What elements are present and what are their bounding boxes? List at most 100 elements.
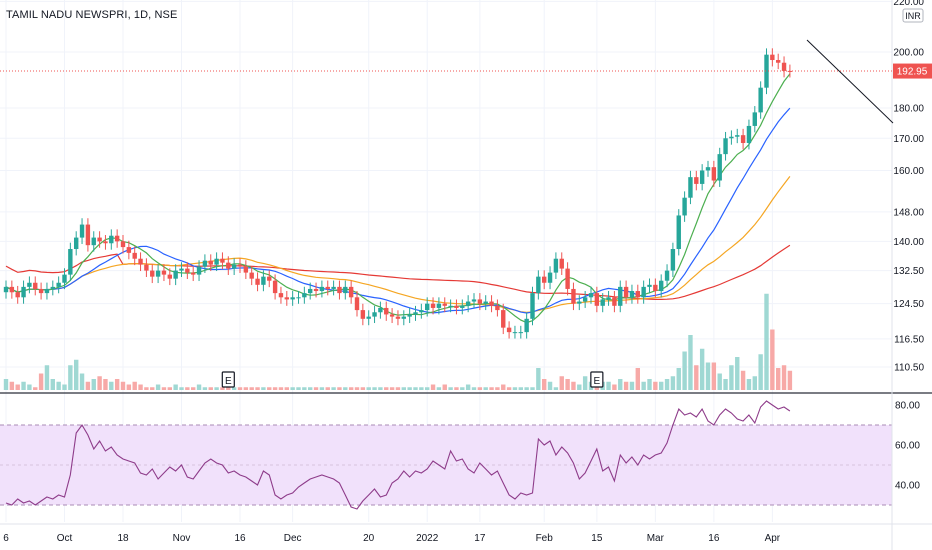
candle-body bbox=[758, 87, 763, 113]
price-tick-label: 200.00 bbox=[893, 48, 924, 59]
candle-body bbox=[653, 284, 658, 292]
candle-body bbox=[255, 278, 260, 285]
candle-body bbox=[776, 60, 781, 63]
trend-line bbox=[806, 39, 894, 124]
volume-bar bbox=[565, 379, 570, 390]
volume-bar bbox=[56, 381, 61, 390]
candle-body bbox=[378, 307, 383, 313]
last-price-tag bbox=[893, 63, 932, 79]
volume-bar bbox=[571, 381, 576, 390]
volume-bar bbox=[413, 387, 418, 390]
volume-bar bbox=[27, 384, 32, 390]
candle-body bbox=[454, 305, 459, 308]
volume-bar bbox=[372, 387, 377, 390]
candle-body bbox=[114, 235, 120, 242]
candle-body bbox=[489, 301, 494, 306]
candle-body bbox=[705, 167, 711, 171]
candle-body bbox=[272, 280, 278, 294]
volume-bar bbox=[179, 387, 184, 390]
candle-body bbox=[302, 293, 307, 298]
candle-body bbox=[752, 112, 757, 126]
candle-body bbox=[629, 291, 635, 298]
candle-body bbox=[261, 276, 266, 285]
volume-bar bbox=[33, 387, 38, 390]
candle-body bbox=[179, 268, 184, 271]
time-tick-label: Oct bbox=[57, 533, 73, 544]
candle-body bbox=[530, 293, 535, 319]
volume-bar bbox=[150, 387, 155, 390]
volume-bar bbox=[261, 387, 266, 390]
candle-body bbox=[343, 286, 348, 294]
volume-bar bbox=[705, 362, 711, 390]
volume-bar bbox=[401, 387, 406, 390]
candle-body bbox=[313, 288, 319, 292]
candle-body bbox=[319, 286, 325, 292]
volume-bar bbox=[495, 387, 500, 390]
candle-body bbox=[682, 197, 687, 216]
volume-bar bbox=[670, 376, 676, 390]
candle-body bbox=[688, 177, 693, 198]
volume-bar bbox=[776, 368, 781, 390]
volume-bar bbox=[454, 387, 459, 390]
volume-bar bbox=[74, 359, 79, 390]
volume-bar bbox=[68, 365, 73, 390]
volume-bar bbox=[606, 381, 611, 390]
price-tick-label: 170.00 bbox=[893, 134, 924, 145]
volume-bar bbox=[694, 365, 699, 390]
volume-bar bbox=[489, 387, 494, 390]
volume-bar bbox=[337, 387, 342, 390]
volume-bar bbox=[717, 373, 722, 390]
candle-body bbox=[676, 215, 681, 250]
volume-bar bbox=[723, 379, 728, 390]
volume-bar bbox=[664, 379, 670, 390]
chart-title: TAMIL NADU NEWSPRI, 1D, NSE bbox=[6, 9, 178, 21]
volume-bar bbox=[237, 387, 243, 390]
volume-bar bbox=[460, 387, 465, 390]
volume-bar bbox=[442, 384, 447, 390]
candle-body bbox=[559, 258, 564, 269]
volume-bar bbox=[758, 354, 763, 390]
candle-body bbox=[109, 235, 114, 244]
volume-bar bbox=[448, 387, 453, 390]
volume-bar bbox=[325, 387, 330, 390]
volume-bar bbox=[419, 387, 424, 390]
earnings-marker bbox=[221, 371, 235, 388]
volume-bar bbox=[50, 379, 55, 390]
volume-bar bbox=[132, 381, 137, 390]
candle-body bbox=[144, 264, 149, 271]
candle-body bbox=[337, 286, 342, 294]
candle-body bbox=[208, 260, 213, 265]
volume-bar bbox=[308, 387, 313, 390]
candle-body bbox=[436, 303, 442, 308]
volume-bar bbox=[629, 381, 635, 390]
time-tick-label: 15 bbox=[591, 533, 603, 544]
volume-bar bbox=[167, 387, 172, 390]
earnings-marker-label: E bbox=[594, 376, 601, 387]
volume-bar bbox=[465, 384, 471, 390]
candle-body bbox=[606, 297, 611, 300]
currency-label: INR bbox=[905, 11, 921, 21]
rsi-line bbox=[5, 400, 791, 510]
volume-bar bbox=[483, 387, 488, 390]
volume-bar bbox=[752, 376, 757, 390]
volume-bar bbox=[676, 368, 681, 390]
candle-body bbox=[348, 286, 354, 298]
volume-bar bbox=[699, 348, 705, 390]
volume-bar bbox=[302, 387, 307, 390]
candle-body bbox=[360, 310, 366, 319]
candle-body bbox=[577, 301, 582, 304]
candle-body bbox=[74, 237, 79, 250]
volume-bar bbox=[85, 381, 91, 390]
volume-bar bbox=[161, 387, 167, 390]
candle-body bbox=[407, 314, 412, 317]
candle-body bbox=[278, 293, 284, 298]
volume-bar bbox=[378, 387, 383, 390]
candle-body bbox=[664, 270, 670, 281]
candle-body bbox=[735, 135, 740, 137]
volume-bar bbox=[243, 387, 249, 390]
volume-bar bbox=[196, 384, 202, 390]
candle-body bbox=[465, 301, 471, 306]
candle-body bbox=[647, 284, 652, 287]
candle-body bbox=[220, 258, 225, 263]
